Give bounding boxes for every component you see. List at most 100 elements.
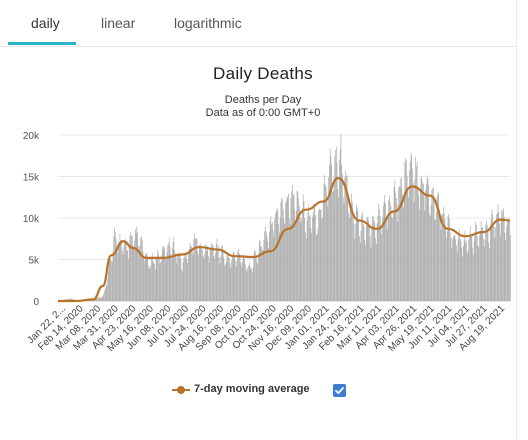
daily-death-bar <box>268 232 270 301</box>
daily-death-bar <box>174 250 175 301</box>
daily-death-bar <box>262 249 263 301</box>
daily-death-bar <box>421 175 423 301</box>
tab-linear[interactable]: linear <box>101 15 136 31</box>
daily-death-bar <box>332 191 334 301</box>
daily-death-bar <box>95 299 97 301</box>
daily-death-bar <box>276 211 278 301</box>
daily-death-bar <box>502 211 503 301</box>
daily-death-bar <box>123 247 125 301</box>
daily-death-bar <box>312 217 313 301</box>
daily-death-bar <box>333 177 335 301</box>
legend-label-moving-average[interactable]: 7-day moving average <box>194 383 310 395</box>
daily-death-bar <box>415 156 416 301</box>
daily-death-bar <box>178 255 179 301</box>
daily-death-bar <box>459 238 461 301</box>
daily-death-bar <box>293 193 295 301</box>
daily-death-bar <box>254 249 255 301</box>
daily-death-bar <box>450 238 452 301</box>
daily-death-bar <box>104 290 105 301</box>
daily-death-bar <box>256 262 258 301</box>
daily-death-bar <box>428 185 430 301</box>
daily-death-bar <box>159 263 161 301</box>
daily-death-bar <box>369 235 371 301</box>
daily-death-bar <box>145 253 146 301</box>
daily-death-bar <box>416 161 418 301</box>
daily-death-bar <box>409 161 411 301</box>
daily-death-bar <box>168 237 170 301</box>
daily-death-bar <box>197 251 199 301</box>
daily-death-bar <box>248 262 250 301</box>
daily-death-bar <box>214 258 215 301</box>
daily-death-bar <box>271 224 272 301</box>
daily-death-bar <box>270 216 272 301</box>
daily-death-bar <box>238 253 240 301</box>
daily-death-bar <box>289 218 290 301</box>
daily-death-bar <box>505 240 507 301</box>
tab-logarithmic[interactable]: logarithmic <box>174 15 242 31</box>
daily-death-bar <box>495 227 497 301</box>
daily-death-bar <box>193 239 195 301</box>
daily-death-bar <box>341 165 343 301</box>
daily-death-bar <box>437 191 439 301</box>
daily-death-bar <box>497 204 499 301</box>
daily-death-bar <box>325 185 326 301</box>
daily-death-bar <box>464 230 466 301</box>
daily-death-bar <box>114 227 115 301</box>
daily-death-bar <box>447 215 449 301</box>
daily-death-bar <box>329 148 331 301</box>
daily-death-bar <box>311 232 312 301</box>
daily-death-bar <box>189 243 191 301</box>
daily-death-bar <box>265 226 266 301</box>
daily-death-bar <box>211 242 212 301</box>
daily-death-bar <box>108 262 110 301</box>
daily-death-bar <box>191 246 192 301</box>
daily-death-bar <box>339 160 340 301</box>
daily-death-bar <box>426 183 427 301</box>
daily-death-bar <box>430 204 432 301</box>
daily-death-bar <box>301 218 302 301</box>
daily-death-bar <box>157 250 158 301</box>
daily-death-bar <box>140 237 142 301</box>
daily-death-bar <box>347 194 349 301</box>
daily-death-bar <box>215 253 216 301</box>
daily-death-bar <box>167 245 168 301</box>
daily-death-bar <box>295 210 297 301</box>
active-tab-indicator <box>8 42 76 45</box>
daily-death-bar <box>494 238 496 301</box>
daily-death-bar <box>218 257 220 301</box>
daily-death-bar <box>274 218 276 301</box>
daily-death-bar <box>141 236 142 301</box>
daily-death-bar <box>306 220 308 301</box>
daily-death-bar <box>231 260 232 301</box>
daily-death-bar <box>370 247 372 301</box>
daily-death-bar <box>169 246 171 301</box>
daily-death-bar <box>484 240 486 301</box>
daily-death-bar <box>325 187 327 301</box>
daily-death-bar <box>463 245 464 301</box>
daily-death-bar <box>299 217 301 301</box>
daily-death-bar <box>362 223 364 301</box>
daily-death-bar <box>177 254 178 301</box>
daily-death-bar <box>402 207 404 301</box>
daily-death-bar <box>222 250 224 301</box>
daily-death-bar <box>91 300 93 301</box>
daily-death-bar <box>363 226 365 301</box>
daily-death-bar <box>119 233 121 301</box>
daily-death-bar <box>188 249 190 301</box>
daily-death-bar <box>248 265 249 301</box>
daily-death-bar <box>305 238 307 301</box>
daily-death-bar <box>371 226 373 301</box>
daily-death-bar <box>131 236 133 301</box>
daily-death-bar <box>149 268 151 301</box>
daily-death-bar <box>165 258 166 301</box>
legend-checkbox[interactable] <box>333 384 346 397</box>
daily-death-bar <box>359 236 360 301</box>
daily-death-bar <box>109 259 111 301</box>
y-tick-label: 5k <box>28 256 40 267</box>
daily-death-bar <box>342 173 343 301</box>
daily-death-bar <box>509 220 510 301</box>
daily-death-bar <box>429 213 430 301</box>
tab-daily[interactable]: daily <box>31 15 60 31</box>
daily-death-bar <box>158 258 160 301</box>
daily-death-bar <box>389 202 391 301</box>
